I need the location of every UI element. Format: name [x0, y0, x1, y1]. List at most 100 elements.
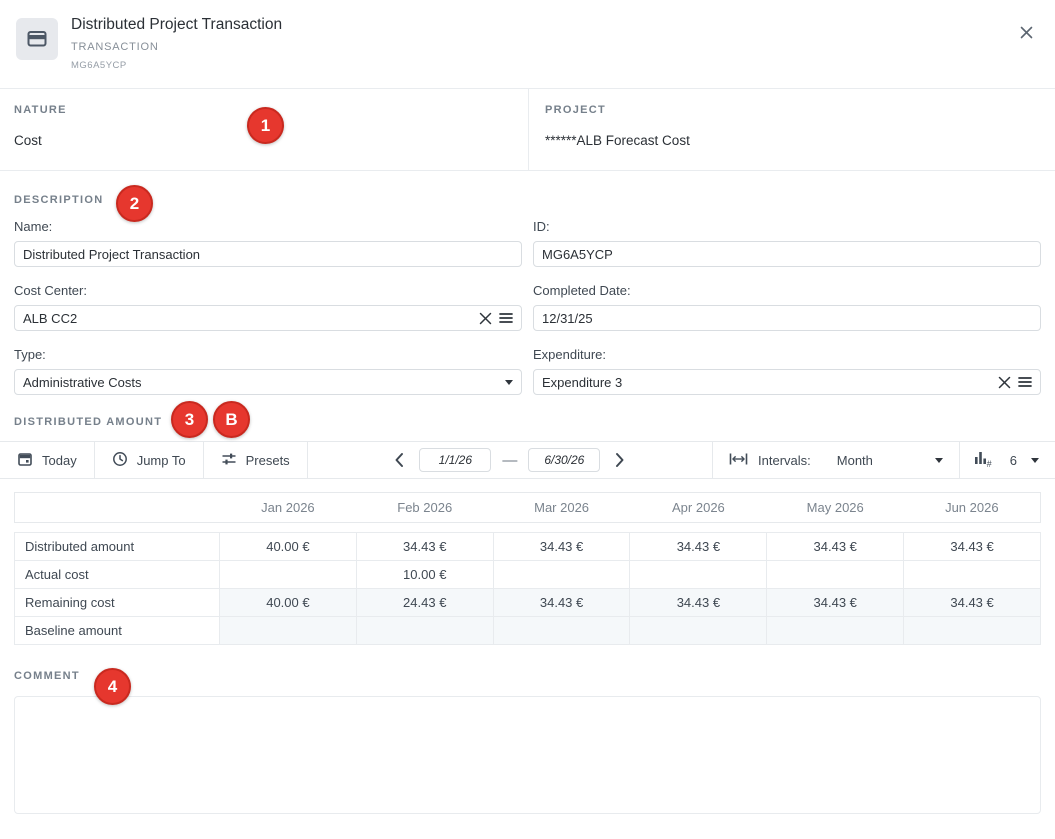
- row-label: Baseline amount: [14, 616, 220, 645]
- next-range-button[interactable]: [611, 450, 629, 470]
- date-range-navigator: —: [308, 442, 712, 478]
- timephased-header-table: Jan 2026 Feb 2026 Mar 2026 Apr 2026 May …: [14, 492, 1041, 523]
- column-header: Jun 2026: [903, 492, 1041, 523]
- nature-label: NATURE: [14, 104, 67, 116]
- id-input[interactable]: [542, 246, 1032, 262]
- cell-value[interactable]: [629, 560, 768, 589]
- expenditure-lookup-button[interactable]: [1018, 376, 1032, 388]
- row-header-spacer: [14, 492, 220, 523]
- cell-value: 34.43 €: [903, 588, 1041, 617]
- annotation-badge-2: 2: [116, 185, 153, 222]
- project-field: PROJECT ******ALB Forecast Cost: [528, 89, 1055, 170]
- clock-icon: [112, 451, 128, 470]
- calendar-icon: [17, 451, 33, 470]
- cost-center-field-label: Cost Center:: [14, 283, 87, 298]
- completed-date-field: Completed Date:: [533, 283, 1041, 331]
- cell-value: 24.43 €: [355, 588, 494, 617]
- project-label: PROJECT: [545, 104, 607, 116]
- row-label: Distributed amount: [14, 532, 220, 561]
- intervals-select[interactable]: Month: [837, 453, 943, 468]
- presets-button[interactable]: Presets: [203, 442, 308, 478]
- clear-x-icon: [998, 376, 1011, 392]
- page-title: Distributed Project Transaction: [71, 16, 283, 33]
- type-select-value[interactable]: [23, 374, 505, 390]
- interval-count-control: # 6: [958, 442, 1055, 478]
- entity-id: MG6A5YCP: [71, 60, 127, 71]
- cell-value[interactable]: 34.43 €: [355, 532, 494, 561]
- type-select[interactable]: [14, 369, 522, 395]
- cell-value[interactable]: 34.43 €: [903, 532, 1041, 561]
- annotation-badge-3: 3: [171, 401, 208, 438]
- transaction-card-icon: [16, 18, 58, 60]
- timephased-body-table: Distributed amount 40.00 € 34.43 € 34.43…: [14, 532, 1041, 645]
- expenditure-input[interactable]: [542, 374, 998, 390]
- cell-value[interactable]: 34.43 €: [629, 532, 768, 561]
- cell-value[interactable]: 34.43 €: [492, 532, 631, 561]
- comment-textarea[interactable]: [14, 696, 1041, 814]
- cell-value: [219, 616, 357, 645]
- intervals-value: Month: [836, 452, 873, 468]
- name-field-label: Name:: [14, 219, 53, 234]
- entity-type-label: TRANSACTION: [71, 41, 159, 53]
- table-row-remaining-cost: Remaining cost 40.00 € 24.43 € 34.43 € 3…: [14, 588, 1041, 617]
- cost-center-input[interactable]: [23, 310, 479, 326]
- close-icon: [1018, 26, 1035, 44]
- prev-range-button[interactable]: [390, 450, 408, 470]
- annotation-badge-4: 4: [94, 668, 131, 705]
- jump-to-button[interactable]: Jump To: [94, 442, 204, 478]
- cost-center-field: Cost Center:: [14, 283, 522, 331]
- description-form: Name: ID: Cost Center:: [0, 208, 1055, 395]
- timephased-grid: Jan 2026 Feb 2026 Mar 2026 Apr 2026 May …: [0, 479, 1055, 645]
- intervals-width-icon: [729, 452, 748, 469]
- cell-value: [492, 616, 631, 645]
- cell-value: [903, 616, 1041, 645]
- column-header: Jan 2026: [219, 492, 357, 523]
- id-field-label: ID:: [533, 219, 550, 234]
- cell-value: [766, 616, 905, 645]
- expenditure-field-label: Expenditure:: [533, 347, 606, 362]
- cell-value[interactable]: 10.00 €: [355, 560, 494, 589]
- annotation-badge-1: 1: [247, 107, 284, 144]
- description-section-label: DESCRIPTION: [14, 194, 104, 206]
- annotation-badge-B: B: [213, 401, 250, 438]
- timephased-toolbar: Today Jump To Presets —: [0, 441, 1055, 479]
- range-end-input[interactable]: [528, 448, 601, 472]
- close-button[interactable]: [1014, 20, 1039, 45]
- clear-x-icon: [479, 312, 492, 328]
- cell-value[interactable]: [492, 560, 631, 589]
- cell-value[interactable]: [766, 560, 905, 589]
- range-separator: —: [502, 451, 518, 469]
- name-input[interactable]: [23, 246, 513, 262]
- row-label: Actual cost: [14, 560, 220, 589]
- jump-to-label: Jump To: [136, 452, 186, 468]
- chevron-down-icon: [505, 379, 513, 385]
- list-menu-icon: [1018, 376, 1032, 391]
- completed-date-field-label: Completed Date:: [533, 283, 631, 298]
- comment-section-label: COMMENT: [14, 670, 80, 682]
- completed-date-input[interactable]: [542, 310, 1032, 326]
- nature-field: NATURE Cost: [0, 89, 528, 170]
- cell-value[interactable]: 40.00 €: [219, 532, 357, 561]
- cell-value[interactable]: [903, 560, 1041, 589]
- cell-value[interactable]: 34.43 €: [766, 532, 905, 561]
- expenditure-clear-button[interactable]: [998, 376, 1011, 389]
- presets-label: Presets: [245, 452, 290, 468]
- row-label: Remaining cost: [14, 588, 220, 617]
- interval-count-value: 6: [1009, 452, 1017, 468]
- type-field-label: Type:: [14, 347, 46, 362]
- id-field: ID:: [533, 219, 1041, 267]
- today-button[interactable]: Today: [0, 442, 95, 478]
- list-menu-icon: [499, 312, 513, 327]
- column-header: Mar 2026: [493, 492, 630, 523]
- svg-text:#: #: [986, 459, 991, 467]
- interval-count-select[interactable]: 6: [1010, 453, 1039, 468]
- cost-center-lookup-button[interactable]: [499, 312, 513, 324]
- summary-section: NATURE Cost PROJECT ******ALB Forecast C…: [0, 89, 1055, 171]
- cell-value[interactable]: [219, 560, 357, 589]
- table-row-actual-cost: Actual cost 10.00 €: [14, 560, 1041, 589]
- distributed-amount-section-label: DISTRIBUTED AMOUNT: [14, 416, 163, 428]
- nature-value: Cost: [14, 133, 42, 148]
- type-field: Type:: [14, 347, 522, 395]
- range-start-input[interactable]: [419, 448, 492, 472]
- cost-center-clear-button[interactable]: [479, 312, 492, 325]
